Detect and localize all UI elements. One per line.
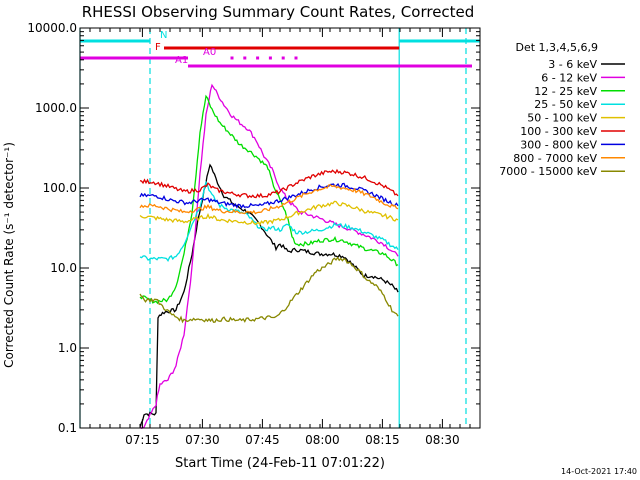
- legend-label: 50 - 100 keV: [527, 112, 597, 125]
- series-line: [139, 168, 399, 199]
- y-tick-label: 1.0: [58, 341, 77, 355]
- state-bar-label: A1: [175, 55, 188, 66]
- state-bar-dot: [268, 56, 272, 60]
- series-line: [139, 200, 399, 226]
- series-line: [139, 83, 399, 430]
- state-bar-dot: [243, 56, 247, 60]
- x-tick-label: 08:15: [365, 433, 400, 447]
- y-tick-label: 1000.0: [35, 101, 77, 115]
- footer-timestamp: 14-Oct-2021 17:40: [561, 467, 637, 476]
- state-bar-label: N: [160, 30, 167, 41]
- x-tick-label: 07:45: [245, 433, 280, 447]
- legend-label: 300 - 800 keV: [520, 138, 597, 151]
- state-bar-label: A0: [203, 47, 216, 58]
- state-bar-dot: [230, 56, 234, 60]
- chart-title: RHESSI Observing Summary Count Rates, Co…: [82, 3, 475, 21]
- x-axis-ticks: 07:15 07:30 07:45 08:00 08:15 08:30: [79, 28, 481, 447]
- state-bar-label: F: [155, 42, 161, 53]
- series-line: [139, 256, 399, 324]
- x-tick-label: 07:15: [125, 433, 160, 447]
- x-tick-label: 07:30: [185, 433, 220, 447]
- y-tick-label: 100.0: [43, 181, 77, 195]
- y-tick-label: 10000.0: [27, 21, 77, 35]
- state-bar-dot: [294, 56, 298, 60]
- y-axis-label: Corrected Count Rate (s⁻¹ detector⁻¹): [2, 142, 16, 368]
- y-tick-label: 10.0: [50, 261, 77, 275]
- series-line: [139, 182, 399, 209]
- x-axis-label: Start Time (24-Feb-11 07:01:22): [175, 456, 385, 471]
- legend-label: 100 - 300 keV: [520, 125, 597, 138]
- series-line: [139, 180, 399, 262]
- x-tick-label: 08:00: [305, 433, 340, 447]
- x-tick-label: 08:30: [425, 433, 460, 447]
- legend-title: Det 1,3,4,5,6,9: [515, 41, 598, 54]
- legend-label: 6 - 12 keV: [541, 71, 597, 84]
- state-bar-dot: [281, 56, 285, 60]
- series-lines: [139, 83, 399, 430]
- series-line: [139, 94, 399, 305]
- state-vlines: [79, 28, 467, 428]
- state-bars: NF A0 A1: [80, 30, 480, 68]
- legend-label: 12 - 25 keV: [534, 85, 597, 98]
- legend-label: 3 - 6 keV: [548, 58, 597, 71]
- legend-label: 25 - 50 keV: [534, 98, 597, 111]
- state-bar-dot: [256, 56, 260, 60]
- series-line: [139, 184, 399, 215]
- legend-label: 7000 - 15000 keV: [499, 165, 597, 178]
- plot-frame: [79, 27, 481, 429]
- y-axis-ticks: 0.1 1.0 10.0 100.0 1000.0 10000.0: [27, 21, 480, 435]
- y-tick-label: 0.1: [58, 421, 77, 435]
- legend-label: 800 - 7000 keV: [513, 152, 597, 165]
- axes: [79, 27, 481, 429]
